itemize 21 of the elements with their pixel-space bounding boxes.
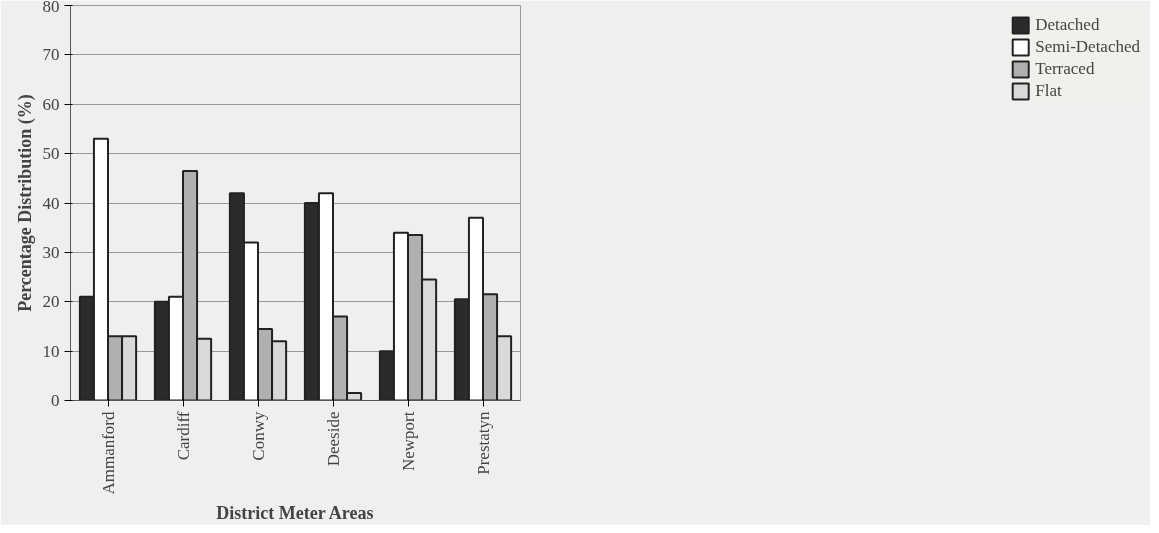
x-tick-label: Newport — [398, 411, 418, 471]
y-tick-label: 70 — [42, 45, 60, 65]
y-tick-label: 60 — [42, 94, 60, 114]
legend-label: Detached — [1035, 15, 1100, 35]
y-tick-label: 0 — [51, 391, 60, 410]
x-tick-label: Conwy — [248, 411, 268, 461]
x-tick-label: Prestatyn — [473, 411, 493, 475]
y-tick-label: 40 — [42, 193, 60, 213]
legend-label: Flat — [1035, 81, 1062, 101]
legend-label: Terraced — [1035, 59, 1095, 79]
x-tick-label: Deeside — [323, 411, 343, 467]
x-axis-title: District Meter Areas — [216, 502, 374, 523]
y-axis-title: Percentage Distribution (%) — [14, 94, 36, 312]
y-tick-label: 30 — [42, 242, 60, 262]
y-tick-label: 20 — [42, 292, 60, 312]
y-tick-label: 50 — [42, 144, 60, 164]
y-tick-label: 10 — [42, 341, 60, 361]
y-tick-label: 80 — [42, 0, 60, 16]
x-tick-label: Ammanford — [98, 411, 118, 495]
legend-label: Semi-Detached — [1035, 37, 1140, 57]
x-tick-label: Cardiff — [173, 411, 193, 461]
